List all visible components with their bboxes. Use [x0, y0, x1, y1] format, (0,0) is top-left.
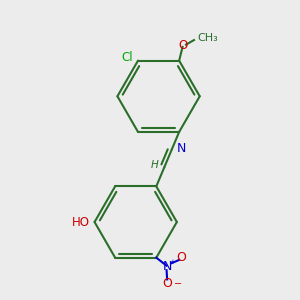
Text: H: H	[151, 160, 159, 170]
Text: N: N	[176, 142, 186, 155]
Text: O: O	[162, 278, 172, 290]
Text: −: −	[174, 279, 182, 289]
Text: CH₃: CH₃	[197, 33, 218, 43]
Text: +: +	[169, 259, 175, 265]
Text: HO: HO	[72, 215, 90, 229]
Text: Cl: Cl	[122, 51, 134, 64]
Text: N: N	[163, 260, 172, 273]
Text: O: O	[176, 251, 186, 264]
Text: O: O	[178, 39, 187, 52]
